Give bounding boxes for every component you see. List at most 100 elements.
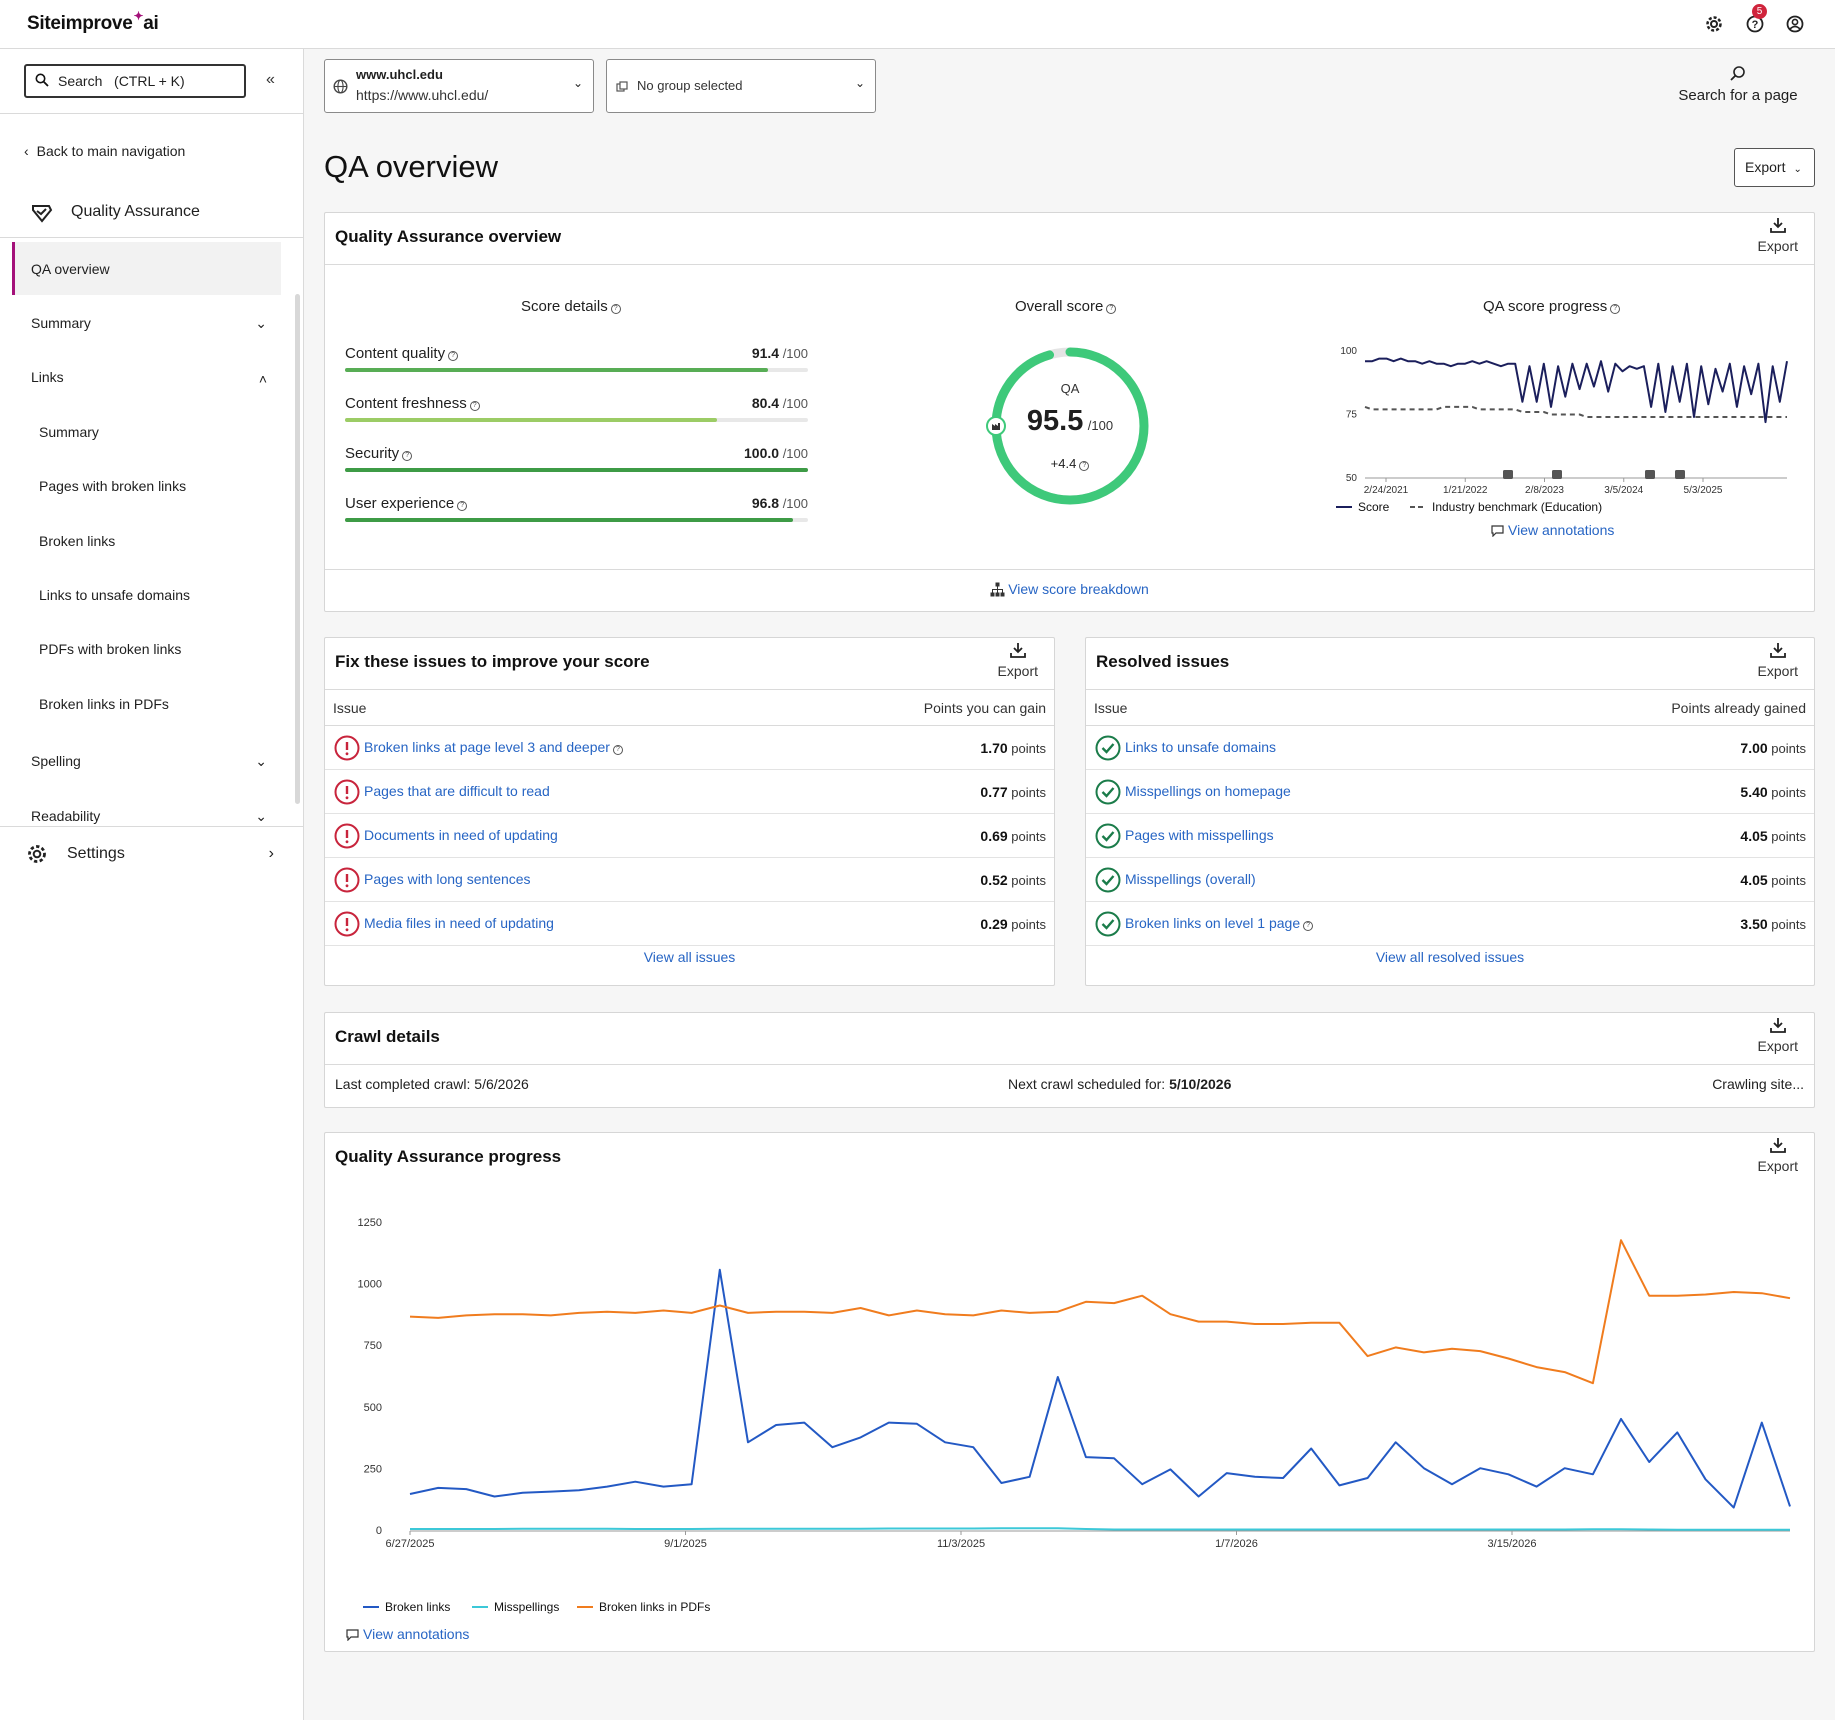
view-all-resolved-text[interactable]: View all resolved issues: [1375, 949, 1525, 965]
issue-row: Pages with long sentences 0.52 points: [325, 858, 1054, 902]
issue-link[interactable]: Pages with misspellings: [1125, 827, 1274, 843]
info-icon[interactable]: ?: [402, 451, 413, 461]
export-label: Export: [1757, 663, 1798, 679]
x-tick-label: 2/24/2021: [1364, 485, 1409, 493]
error-circle-icon: [334, 823, 360, 849]
info-icon[interactable]: ?: [1079, 461, 1090, 471]
siteimprove-logo[interactable]: Siteimprove✦ai: [27, 9, 159, 35]
score-bar-track: [345, 418, 808, 422]
export-button[interactable]: Export: [1758, 1016, 1798, 1054]
sidebar-item-spelling[interactable]: Spelling ⌄: [31, 753, 267, 769]
issue-link[interactable]: Misspellings (overall): [1125, 871, 1256, 887]
legend-swatch: [363, 1606, 379, 1608]
series-line-misspellings: [410, 1527, 1790, 1531]
annotation-marker-icon[interactable]: [1552, 470, 1562, 479]
legend-label: Score: [1358, 500, 1390, 514]
issue-link[interactable]: Broken links on level 1 page: [1125, 915, 1301, 931]
annotations-link-text[interactable]: View annotations: [363, 1626, 470, 1642]
column-header-points: Points already gained: [1671, 700, 1806, 716]
comment-icon: [346, 1629, 359, 1641]
sidebar-item-links[interactable]: Links ˄: [31, 369, 267, 387]
info-icon[interactable]: ?: [610, 304, 621, 314]
points-cell: 4.05 points: [1740, 828, 1806, 844]
issue-link[interactable]: Media files in need of updating: [364, 915, 554, 931]
view-all-issues-link[interactable]: View all issues: [325, 949, 1054, 965]
export-button[interactable]: Export: [1758, 1136, 1798, 1174]
breakdown-link-text[interactable]: View score breakdown: [1008, 581, 1149, 597]
collapse-sidebar-icon[interactable]: «: [266, 71, 275, 88]
info-icon[interactable]: ?: [612, 745, 623, 755]
divider: [0, 237, 303, 238]
sidebar-subitem-broken-links[interactable]: Broken links: [39, 533, 116, 549]
info-icon[interactable]: ?: [457, 501, 468, 511]
notification-badge: 5: [1752, 4, 1767, 19]
issue-row: Broken links on level 1 page? 3.50 points: [1086, 902, 1814, 946]
issue-link[interactable]: Misspellings on homepage: [1125, 783, 1291, 799]
export-button[interactable]: Export: [1758, 216, 1798, 254]
group-selector[interactable]: No group selected ⌄: [606, 59, 876, 113]
view-score-breakdown-link[interactable]: View score breakdown: [325, 581, 1814, 597]
back-to-main-navigation-link[interactable]: ‹ Back to main navigation: [24, 143, 185, 159]
sidebar-subitem-pages-with-broken-links[interactable]: Pages with broken links: [39, 478, 187, 494]
page-export-button[interactable]: Export ⌄: [1734, 148, 1815, 187]
view-all-issues-text[interactable]: View all issues: [643, 949, 736, 965]
points-cell: 0.52 points: [980, 872, 1046, 888]
sidebar-subitem-broken-links-in-pdfs[interactable]: Broken links in PDFs: [39, 696, 169, 712]
annotation-marker-icon[interactable]: [1675, 470, 1685, 479]
info-icon[interactable]: ?: [469, 401, 480, 411]
issue-link[interactable]: Links to unsafe domains: [1125, 739, 1276, 755]
hierarchy-icon: [990, 582, 1005, 597]
series-line-industry-benchmark-education: [1364, 405, 1787, 418]
info-icon[interactable]: ?: [1106, 304, 1117, 314]
x-tick-label: 1/7/2026: [1215, 1538, 1258, 1550]
view-annotations-link[interactable]: View annotations: [346, 1626, 469, 1642]
sidebar-scrollbar[interactable]: [295, 294, 300, 804]
overall-score-value: 95.5 /100: [985, 405, 1155, 438]
issue-link[interactable]: Documents in need of updating: [364, 827, 558, 843]
qa-score-progress-heading: QA score progress?: [1483, 298, 1621, 315]
issue-link[interactable]: Broken links at page level 3 and deeper: [364, 739, 610, 755]
column-header-points: Points you can gain: [923, 700, 1046, 716]
x-tick-label: 6/27/2025: [386, 1538, 435, 1550]
error-circle-icon: [334, 779, 360, 805]
sidebar-subitem-summary[interactable]: Summary: [39, 424, 99, 440]
points-cell: 0.29 points: [980, 916, 1046, 932]
info-icon[interactable]: ?: [1303, 921, 1314, 931]
info-icon[interactable]: ?: [448, 351, 459, 361]
points-unit: points: [1771, 741, 1806, 756]
export-button[interactable]: Export: [1758, 641, 1798, 679]
points-unit: points: [1771, 785, 1806, 800]
info-icon[interactable]: ?: [1610, 304, 1621, 314]
points-cell: 4.05 points: [1740, 872, 1806, 888]
sidebar-subitem-links-to-unsafe-domains[interactable]: Links to unsafe domains: [39, 587, 190, 603]
points-unit: points: [1011, 829, 1046, 844]
resolved-issues-card: Resolved issues Export Issue Points alre…: [1085, 637, 1815, 986]
gear-icon[interactable]: [1704, 14, 1724, 34]
annotations-link-text[interactable]: View annotations: [1508, 522, 1615, 538]
value-max: /100: [782, 496, 808, 511]
x-tick-label: 1/21/2022: [1443, 485, 1488, 493]
sidebar-subitem-pdfs-with-broken-links[interactable]: PDFs with broken links: [39, 641, 182, 657]
score-bar-track: [345, 468, 808, 472]
search-for-page-button[interactable]: Search for a page: [1668, 65, 1808, 104]
annotation-marker-icon[interactable]: [1503, 470, 1513, 479]
annotation-marker-icon[interactable]: [1645, 470, 1655, 479]
sidebar-search-input[interactable]: Search (CTRL + K): [24, 64, 246, 98]
sidebar-item-settings[interactable]: Settings ›: [67, 845, 274, 863]
y-tick-label: 250: [364, 1463, 382, 1475]
value-max: /100: [782, 346, 808, 361]
user-account-icon[interactable]: [1785, 14, 1805, 34]
sidebar-item-summary[interactable]: Summary ⌄: [31, 315, 267, 331]
view-all-resolved-link[interactable]: View all resolved issues: [1086, 949, 1814, 965]
sidebar-item-qa-overview[interactable]: [12, 242, 281, 295]
issue-link[interactable]: Pages that are difficult to read: [364, 783, 550, 799]
points-unit: points: [1771, 829, 1806, 844]
site-selector[interactable]: www.uhcl.edu https://www.uhcl.edu/ ⌄: [324, 59, 594, 113]
comment-icon: [1491, 525, 1504, 537]
issue-row: Pages with misspellings 4.05 points: [1086, 814, 1814, 858]
view-annotations-link[interactable]: View annotations: [1491, 522, 1614, 538]
issue-cell: Documents in need of updating: [364, 827, 558, 843]
export-button[interactable]: Export: [998, 641, 1038, 679]
sidebar-item-readability[interactable]: Readability ⌄: [31, 808, 267, 824]
issue-link[interactable]: Pages with long sentences: [364, 871, 531, 887]
